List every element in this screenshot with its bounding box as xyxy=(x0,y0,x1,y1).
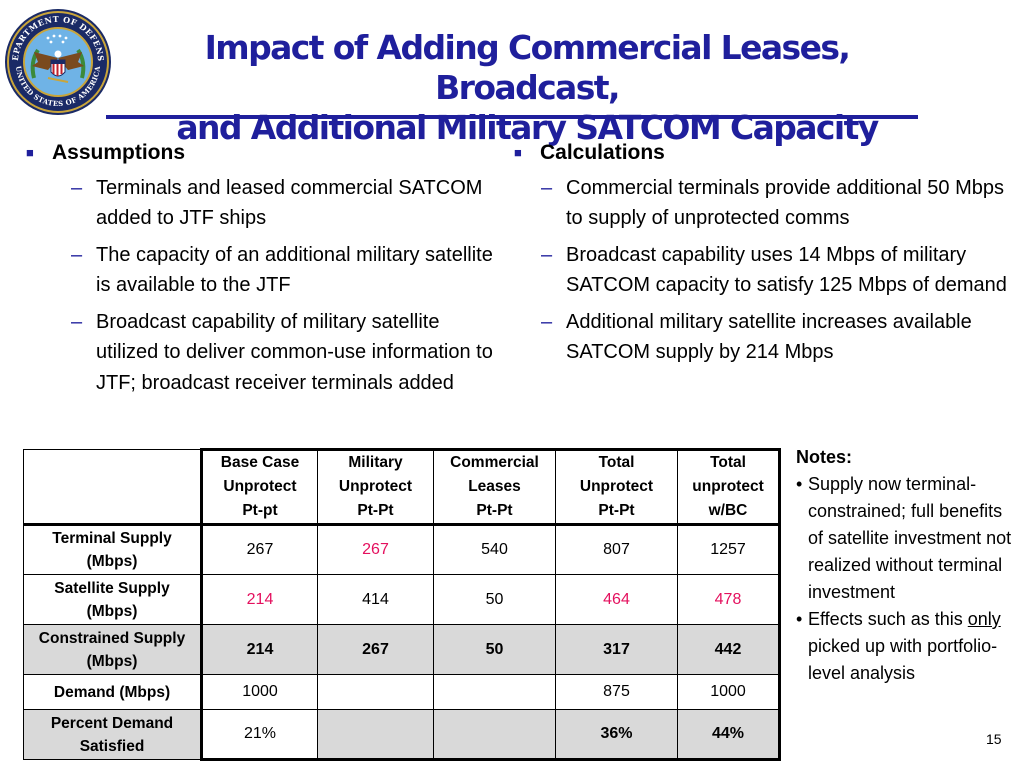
row-header: Constrained Supply (Mbps) xyxy=(23,624,202,675)
table-cell: 267 xyxy=(200,523,318,575)
table-row: Constrained Supply (Mbps) 214 267 50 317 … xyxy=(23,624,781,675)
table-row: Terminal Supply (Mbps) 267 267 540 807 12… xyxy=(23,523,781,575)
row-header: Satellite Supply (Mbps) xyxy=(23,574,202,625)
dod-seal-logo: DEPARTMENT OF DEFENSE UNITED STATES OF A… xyxy=(4,8,111,115)
bullet-dot-icon: • xyxy=(796,609,803,629)
assumptions-section: ■ Assumptions – Terminals and leased com… xyxy=(26,138,496,404)
column-header: Military Unprotect Pt-Pt xyxy=(317,448,434,525)
table-cell xyxy=(433,674,556,710)
row-header: Terminal Supply (Mbps) xyxy=(23,523,202,575)
slide-title-line1: Impact of Adding Commercial Leases, Broa… xyxy=(204,28,851,107)
column-header: Commercial Leases Pt-Pt xyxy=(433,448,556,525)
table-cell xyxy=(317,709,434,761)
assumptions-heading: ■ Assumptions xyxy=(26,138,496,169)
slide-title: Impact of Adding Commercial Leases, Broa… xyxy=(112,28,942,148)
calculation-item: – Commercial terminals provide additiona… xyxy=(514,173,1014,234)
table-cell: 214 xyxy=(200,574,318,625)
title-underline xyxy=(106,115,918,119)
slide-title-line2: and Additional Military SATCOM Capacity xyxy=(176,108,879,147)
notes-heading: Notes: xyxy=(796,447,853,467)
table-cell: 442 xyxy=(677,624,781,675)
column-header: Total unprotect w/BC xyxy=(677,448,781,525)
table-corner-cell xyxy=(23,449,202,525)
note-item: • Supply now terminal-constrained; full … xyxy=(796,471,1018,606)
column-header: Base Case Unprotect Pt-pt xyxy=(200,448,318,525)
dash-bullet-icon: – xyxy=(71,176,83,199)
table-row: Percent Demand Satisfied 21% 36% 44% xyxy=(23,709,781,761)
table-cell: 50 xyxy=(433,624,556,675)
table-cell: 1257 xyxy=(677,523,781,575)
table-cell: 540 xyxy=(433,523,556,575)
table-cell: 21% xyxy=(200,709,318,761)
table-cell: 1000 xyxy=(200,674,318,710)
bullet-dot-icon: • xyxy=(796,474,803,494)
assumption-item: – Broadcast capability of military satel… xyxy=(26,307,496,399)
table-cell: 317 xyxy=(555,624,678,675)
table-row: Demand (Mbps) 1000 875 1000 xyxy=(23,674,781,710)
dash-bullet-icon: – xyxy=(541,310,553,333)
table-cell: 1000 xyxy=(677,674,781,710)
table-header-row: Base Case Unprotect Pt-pt Military Unprotec… xyxy=(23,448,781,525)
square-bullet-icon: ■ xyxy=(26,145,34,160)
table-cell xyxy=(317,674,434,710)
satcom-capacity-table: Base Case Unprotect Pt-pt Military Unprotec… xyxy=(23,448,781,761)
row-header: Percent Demand Satisfied xyxy=(23,709,202,760)
calculation-item: – Additional military satellite increase… xyxy=(514,307,1014,368)
square-bullet-icon: ■ xyxy=(514,145,522,160)
dash-bullet-icon: – xyxy=(71,243,83,266)
dash-bullet-icon: – xyxy=(541,176,553,199)
table-cell xyxy=(433,709,556,761)
note-item: • Effects such as this only picked up wi… xyxy=(796,606,1018,687)
row-header: Demand (Mbps) xyxy=(23,674,202,710)
table-cell: 44% xyxy=(677,709,781,761)
table-cell: 875 xyxy=(555,674,678,710)
table-row: Satellite Supply (Mbps) 214 414 50 464 47… xyxy=(23,574,781,625)
table-cell: 267 xyxy=(317,624,434,675)
assumption-item: – The capacity of an additional military… xyxy=(26,240,496,301)
table-cell: 36% xyxy=(555,709,678,761)
calculation-item: – Broadcast capability uses 14 Mbps of m… xyxy=(514,240,1014,301)
table-cell: 414 xyxy=(317,574,434,625)
dash-bullet-icon: – xyxy=(71,310,83,333)
assumption-item: – Terminals and leased commercial SATCOM… xyxy=(26,173,496,234)
calculations-section: ■ Calculations – Commercial terminals pr… xyxy=(514,138,1014,374)
table-cell: 464 xyxy=(555,574,678,625)
page-number: 15 xyxy=(986,731,1002,747)
notes-panel: Notes: • Supply now terminal-constrained… xyxy=(796,444,1018,687)
column-header: Total Unprotect Pt-Pt xyxy=(555,448,678,525)
table-cell: 807 xyxy=(555,523,678,575)
dash-bullet-icon: – xyxy=(541,243,553,266)
table-cell: 478 xyxy=(677,574,781,625)
calculations-heading: ■ Calculations xyxy=(514,138,1014,169)
underlined-word: only xyxy=(967,609,1001,629)
table-cell: 267 xyxy=(317,523,434,575)
table-cell: 214 xyxy=(200,624,318,675)
table-cell: 50 xyxy=(433,574,556,625)
